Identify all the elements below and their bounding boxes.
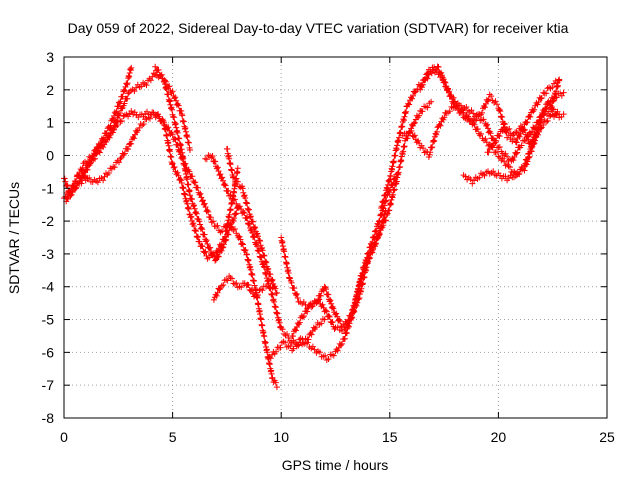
series-markers [152, 63, 241, 264]
series-5 [152, 63, 241, 264]
series-markers [417, 63, 563, 146]
series-4 [74, 109, 241, 262]
series-markers [63, 64, 135, 205]
x-axis-label: GPS time / hours [282, 457, 389, 473]
y-tick-label: -5 [42, 312, 55, 328]
y-tick-label: -6 [42, 344, 55, 360]
x-tick-label: 15 [382, 429, 398, 445]
x-tick-labels: 0 5 10 15 20 25 [60, 429, 615, 445]
y-axis-label: SDTVAR / TECUs [6, 182, 22, 294]
series-6 [202, 152, 328, 350]
y-tick-label: -2 [42, 213, 55, 229]
y-tick-label: 0 [46, 147, 54, 163]
y-tick-label: 3 [46, 49, 54, 65]
series-3 [63, 64, 135, 205]
ticks [63, 56, 608, 419]
y-tick-label: -8 [42, 410, 55, 426]
x-tick-label: 0 [60, 429, 68, 445]
y-tick-label: 1 [46, 115, 54, 131]
x-tick-label: 5 [169, 429, 177, 445]
series-16 [484, 98, 567, 156]
y-tick-labels: -8 -7 -6 -5 -4 -3 -2 -1 0 1 2 3 [42, 49, 55, 426]
series-markers [210, 273, 276, 303]
x-tick-label: 20 [491, 429, 507, 445]
series-markers [202, 152, 328, 350]
y-tick-label: -7 [42, 377, 55, 393]
series-markers [223, 145, 280, 297]
series-10 [278, 208, 389, 330]
data-points [61, 63, 567, 391]
series-7 [210, 273, 276, 303]
y-tick-label: -3 [42, 246, 55, 262]
series-14 [417, 63, 563, 146]
chart-title: Day 059 of 2022, Sidereal Day-to-day VTE… [68, 20, 569, 36]
series-markers [74, 109, 241, 262]
x-tick-label: 10 [273, 429, 289, 445]
x-tick-label: 25 [599, 429, 615, 445]
series-15 [460, 108, 563, 187]
y-tick-label: -1 [42, 180, 55, 196]
series-markers [460, 108, 563, 187]
series-markers [484, 98, 567, 156]
plot-frame [63, 56, 608, 419]
y-tick-label: 2 [46, 82, 54, 98]
series-8 [223, 145, 280, 297]
series-markers [278, 208, 389, 330]
y-tick-label: -4 [42, 279, 55, 295]
